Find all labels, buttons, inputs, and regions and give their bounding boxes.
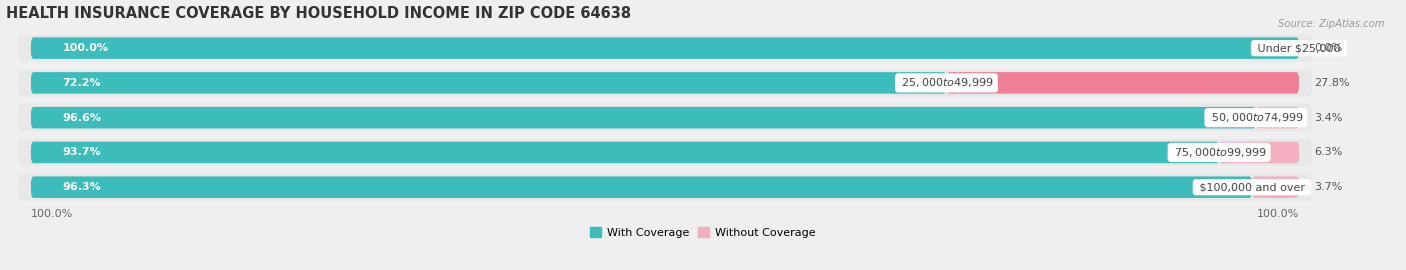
- FancyBboxPatch shape: [18, 104, 1312, 131]
- Text: 72.2%: 72.2%: [63, 78, 101, 88]
- Text: 3.4%: 3.4%: [1315, 113, 1343, 123]
- FancyBboxPatch shape: [18, 174, 1312, 201]
- Text: $50,000 to $74,999: $50,000 to $74,999: [1208, 111, 1305, 124]
- Text: 6.3%: 6.3%: [1315, 147, 1343, 157]
- FancyBboxPatch shape: [31, 142, 1219, 163]
- FancyBboxPatch shape: [18, 35, 1312, 62]
- Text: Under $25,000: Under $25,000: [1254, 43, 1344, 53]
- FancyBboxPatch shape: [18, 69, 1312, 96]
- Text: 100.0%: 100.0%: [1257, 209, 1299, 219]
- Text: 100.0%: 100.0%: [31, 209, 73, 219]
- FancyBboxPatch shape: [31, 37, 1299, 59]
- Text: 96.3%: 96.3%: [63, 182, 101, 192]
- FancyBboxPatch shape: [1219, 142, 1299, 163]
- Text: $25,000 to $49,999: $25,000 to $49,999: [898, 76, 995, 89]
- Text: 96.6%: 96.6%: [63, 113, 101, 123]
- FancyBboxPatch shape: [1256, 107, 1299, 129]
- Text: 3.7%: 3.7%: [1315, 182, 1343, 192]
- Text: 27.8%: 27.8%: [1315, 78, 1350, 88]
- FancyBboxPatch shape: [31, 176, 1253, 198]
- FancyBboxPatch shape: [18, 139, 1312, 166]
- FancyBboxPatch shape: [946, 72, 1299, 94]
- FancyBboxPatch shape: [1253, 176, 1299, 198]
- Text: 93.7%: 93.7%: [63, 147, 101, 157]
- FancyBboxPatch shape: [31, 72, 946, 94]
- Text: HEALTH INSURANCE COVERAGE BY HOUSEHOLD INCOME IN ZIP CODE 64638: HEALTH INSURANCE COVERAGE BY HOUSEHOLD I…: [6, 6, 631, 21]
- Text: $75,000 to $99,999: $75,000 to $99,999: [1171, 146, 1267, 159]
- Text: $100,000 and over: $100,000 and over: [1197, 182, 1309, 192]
- Text: 0.0%: 0.0%: [1315, 43, 1343, 53]
- FancyBboxPatch shape: [31, 107, 1256, 129]
- Text: 100.0%: 100.0%: [63, 43, 108, 53]
- Legend: With Coverage, Without Coverage: With Coverage, Without Coverage: [586, 223, 820, 242]
- Text: Source: ZipAtlas.com: Source: ZipAtlas.com: [1278, 19, 1385, 29]
